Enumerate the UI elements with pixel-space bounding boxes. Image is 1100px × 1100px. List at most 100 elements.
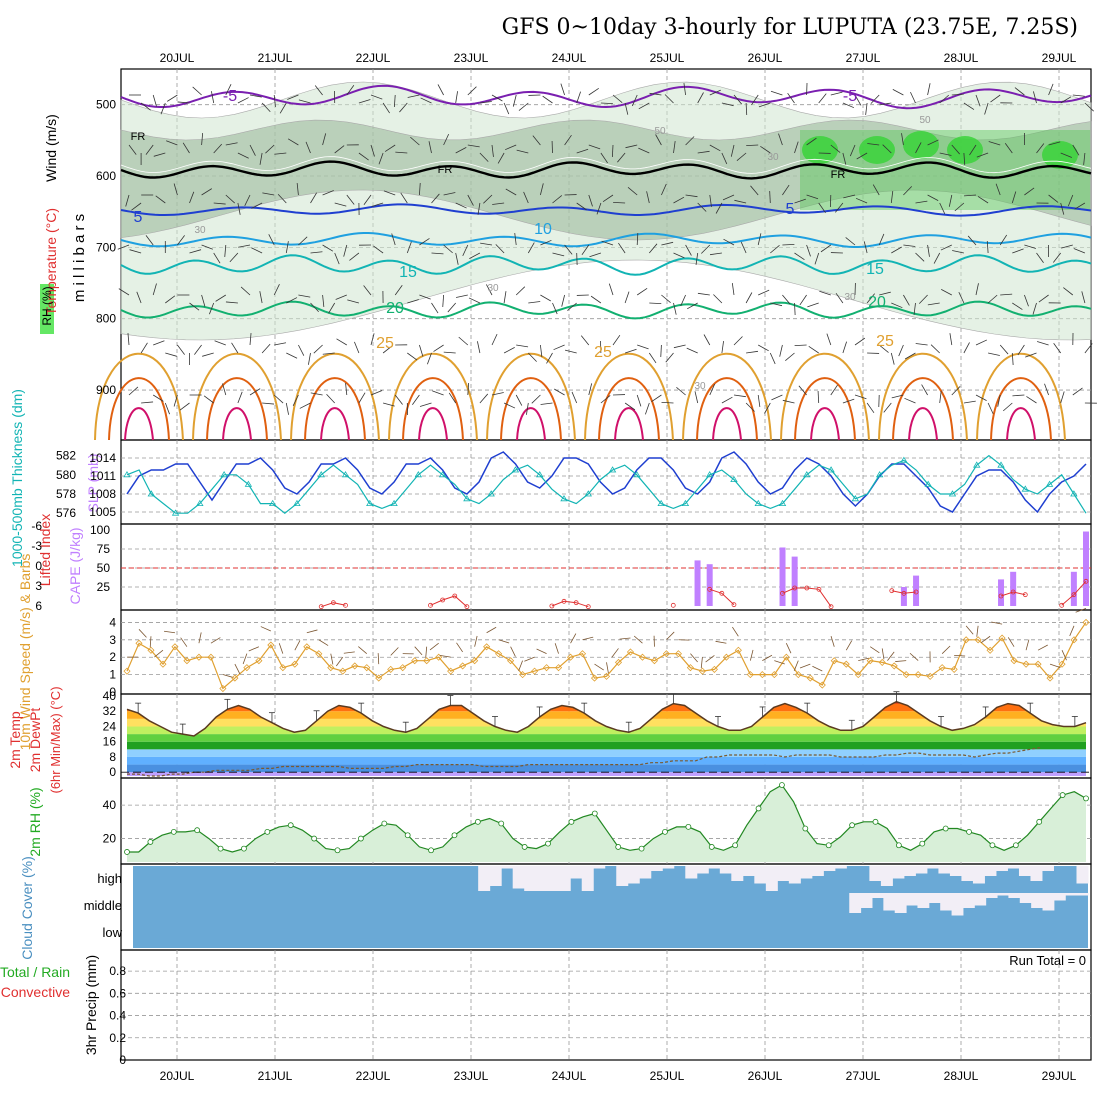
wind-barb bbox=[553, 344, 565, 351]
wind-barb bbox=[1032, 302, 1037, 315]
wind-speed-point bbox=[710, 665, 718, 673]
cloud-cell-high bbox=[685, 866, 698, 879]
cloud-row-label: high bbox=[97, 871, 122, 886]
wind-barb bbox=[588, 383, 593, 396]
wind-barb-10m bbox=[294, 640, 301, 651]
wind-barb bbox=[419, 183, 421, 196]
wind-barb bbox=[872, 184, 880, 196]
wind-speed-point bbox=[1058, 660, 1066, 668]
lifted-index-line bbox=[430, 595, 468, 608]
cloud-cell-high bbox=[593, 866, 606, 869]
wind-speed-point bbox=[902, 671, 910, 679]
cloud-cell-middle bbox=[962, 893, 975, 908]
wind-barb-10m bbox=[570, 633, 577, 644]
date-label-bottom: 26JUL bbox=[748, 1069, 783, 1083]
wind-barb bbox=[189, 249, 202, 254]
date-label-top: 21JUL bbox=[258, 51, 293, 65]
thickness-line bbox=[126, 454, 1087, 514]
rh-point bbox=[802, 825, 809, 832]
wind-barb bbox=[308, 352, 311, 365]
wind-speed-point bbox=[782, 653, 790, 661]
wind-barb bbox=[987, 294, 998, 304]
y-tick-label: 576 bbox=[56, 506, 76, 520]
cloud-cell-high bbox=[512, 866, 525, 889]
lifted-index-point bbox=[780, 590, 785, 596]
cloud-cell-high bbox=[880, 866, 893, 886]
wind-barb bbox=[1048, 83, 1054, 96]
upper-air-contour-labels: -5 -5 FR FR FR 5 5 10 15 15 20 20 25 25 25 30 30 30 50 50 30… bbox=[131, 88, 931, 392]
wind-barb bbox=[806, 194, 819, 200]
wind-barb bbox=[904, 352, 916, 360]
wind-barb bbox=[1072, 387, 1083, 396]
wind-speed-point bbox=[303, 643, 311, 651]
temp-band bbox=[127, 726, 1086, 735]
wind-barb bbox=[400, 192, 408, 204]
cloud-cell-high bbox=[1030, 866, 1043, 881]
wind-barb bbox=[624, 402, 636, 411]
wind-barb bbox=[826, 333, 832, 346]
wind-barb bbox=[412, 394, 420, 405]
wind-barb bbox=[469, 252, 481, 259]
rh-label: RH (%) bbox=[40, 286, 54, 325]
date-label-bottom: 29JUL bbox=[1042, 1069, 1077, 1083]
rh-point bbox=[217, 845, 224, 852]
wind-barb bbox=[1014, 87, 1025, 96]
wind-barb bbox=[701, 244, 711, 254]
wind-barb-10m bbox=[180, 637, 188, 647]
cloud-cell-high bbox=[765, 866, 778, 891]
wind-label: Wind (m/s) bbox=[43, 114, 59, 182]
wind-barb bbox=[673, 302, 677, 315]
wind-barb bbox=[420, 97, 432, 104]
wind-barb bbox=[378, 152, 384, 165]
wind-barb bbox=[201, 188, 212, 196]
wind-barb bbox=[249, 144, 256, 156]
wind-barb bbox=[164, 402, 170, 415]
wind-barb bbox=[358, 392, 366, 404]
wind-barb bbox=[636, 287, 648, 296]
thickness-point bbox=[171, 509, 180, 516]
wind-barb bbox=[915, 252, 925, 262]
wind-barb-10m bbox=[1025, 639, 1030, 651]
wind-barb bbox=[354, 341, 360, 354]
wind-barb bbox=[977, 196, 989, 204]
wind-barb bbox=[259, 291, 263, 304]
y-tick-label: 1 bbox=[109, 668, 116, 682]
wind-barb bbox=[1000, 293, 1013, 296]
thickness-point bbox=[390, 499, 398, 506]
wind-barb bbox=[576, 202, 587, 211]
wind-barb bbox=[770, 302, 783, 307]
cloud-cell-high bbox=[627, 866, 640, 884]
wind-barb bbox=[222, 383, 227, 396]
wind-barb bbox=[237, 152, 249, 159]
wind-barb bbox=[915, 343, 928, 346]
cloud-cell-middle bbox=[1031, 893, 1044, 908]
wind-barb bbox=[117, 244, 130, 250]
wind-speed-point bbox=[698, 667, 706, 675]
wind-barb bbox=[967, 235, 977, 246]
wind-speed-point bbox=[962, 636, 970, 644]
wind-barb bbox=[518, 102, 529, 111]
y-tick-label: 0.2 bbox=[109, 1031, 126, 1045]
wind-barb bbox=[845, 237, 856, 246]
isotherm-20 bbox=[120, 300, 1092, 320]
wind-barb bbox=[600, 395, 611, 404]
wind-barb-10m bbox=[164, 630, 176, 634]
thickness-point bbox=[341, 471, 350, 478]
wind-barb bbox=[285, 402, 289, 415]
wind-barb bbox=[419, 344, 424, 357]
wind-barb bbox=[262, 402, 275, 405]
wind-barb bbox=[975, 94, 981, 107]
cloud-cell-high bbox=[616, 866, 629, 886]
wind-barb bbox=[346, 194, 355, 205]
wind-barb bbox=[136, 291, 142, 304]
wind-barb bbox=[818, 202, 826, 214]
rh-point bbox=[638, 845, 645, 852]
wind-barb bbox=[661, 401, 674, 404]
isotherm-35 bbox=[516, 407, 546, 441]
y-tick-label: 50 bbox=[97, 561, 111, 575]
wind-barb bbox=[259, 152, 263, 165]
wind-speed-point bbox=[854, 671, 862, 679]
lifted-index-point bbox=[318, 604, 324, 610]
wind-barb bbox=[455, 252, 459, 265]
wind-barb bbox=[624, 348, 637, 354]
